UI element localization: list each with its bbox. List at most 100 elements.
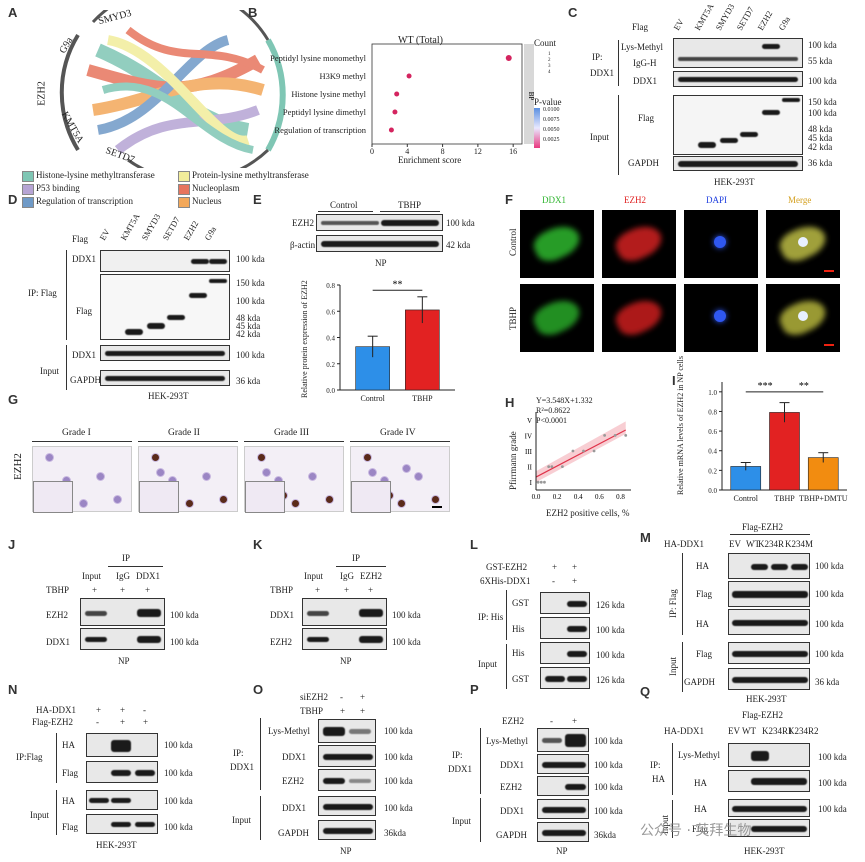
dotplot-strip-label: BP <box>527 92 535 101</box>
m-blot-gapdh <box>728 668 810 690</box>
e-bar-chart: 0.0 0.2 0.4 0.6 0.8 Control TBHP ** <box>326 279 455 403</box>
nucleus-stain <box>798 311 808 321</box>
k-footer: NP <box>340 656 352 666</box>
q-blot-lysmethyl <box>728 743 810 767</box>
sig-marker: *** <box>758 381 773 392</box>
lane-label: KMT5A <box>118 211 142 242</box>
y-tick-label: III <box>525 448 533 456</box>
j-col-igg: IgG <box>116 571 130 581</box>
n-kda: 100 kda <box>164 822 193 832</box>
e-group-line-control <box>318 211 373 212</box>
n-row-flag-input: Flag <box>62 822 79 832</box>
scatter-point <box>536 480 540 484</box>
q-kda: 100 kda <box>818 804 847 814</box>
y-tick-label: V <box>527 417 532 425</box>
n-blot-flag <box>86 761 158 783</box>
y-tick-label: 0.6 <box>326 308 335 316</box>
y-tick-label: 0.0 <box>326 387 335 395</box>
kda-label: 48 kda <box>808 124 833 134</box>
kda-label: 42 kda <box>236 329 261 339</box>
ihc-cell <box>368 468 377 477</box>
n-r1v: - <box>143 705 146 715</box>
l-input-bracket <box>506 644 507 689</box>
q-row-lysmethyl: Lys-Methyl <box>678 750 720 760</box>
fluorescence-image <box>602 210 676 278</box>
ihc-cell <box>414 472 423 481</box>
scale-bar <box>824 344 834 346</box>
l-kda: 100 kda <box>596 625 625 635</box>
kda-label: 100 kda <box>808 76 837 86</box>
n-ip: IP:Flag <box>16 752 43 762</box>
o-row-ezh2: EZH2 <box>282 776 304 786</box>
kda-label: 100 kda <box>236 350 265 360</box>
p-ip: IP: <box>452 750 463 760</box>
dotplot-xtick-label: 16 <box>509 147 517 156</box>
dotplot-point <box>392 109 398 115</box>
p-blot-ddx1-input <box>537 799 589 819</box>
k-ip-line <box>336 566 386 567</box>
p-row-gapdh: GAPDH <box>496 830 528 840</box>
lane-label: WT <box>746 539 760 549</box>
m-row-ha2: HA <box>696 619 709 629</box>
dotplot-point <box>388 127 394 133</box>
c-row-gapdh: GAPDH <box>628 158 660 168</box>
d-blot-ddx1-input <box>100 345 230 361</box>
q-ip2: HA <box>652 774 665 784</box>
c-input-bracket <box>618 95 619 175</box>
m-ip: IP: Flag <box>668 589 678 618</box>
legend-swatch <box>178 171 190 182</box>
j-ip-line <box>108 566 163 567</box>
h-p: P<0.0001 <box>536 416 567 425</box>
k-tbhp: TBHP <box>270 585 294 595</box>
y-tick-label: 0.4 <box>708 448 717 456</box>
panel-o-label: O <box>253 682 264 697</box>
panel-j-label: J <box>8 537 16 552</box>
panel-m-label: M <box>640 530 651 545</box>
l-r1: GST-EZH2 <box>486 562 528 572</box>
c-ip-label: IP: <box>592 52 603 62</box>
e-group-control: Control <box>330 200 358 210</box>
d-blot-gapdh <box>100 370 230 386</box>
l-kda: 126 kda <box>596 675 625 685</box>
c-flag-label: Flag <box>632 22 649 32</box>
e-group-tbhp: TBHP <box>398 200 422 210</box>
x-tick-label: 0.2 <box>553 493 562 501</box>
j-plus: + <box>145 585 151 595</box>
g-grade-label: Grade III <box>274 428 310 438</box>
n-r1: HA-DDX1 <box>36 705 76 715</box>
panel-p-label: P <box>470 682 479 697</box>
k-row-ddx1: DDX1 <box>270 610 294 620</box>
g-grade-label: Grade I <box>62 428 91 438</box>
l-input: Input <box>478 659 497 669</box>
o-row-ddx1: DDX1 <box>282 752 306 762</box>
q-blot-ha <box>728 770 810 792</box>
kda-label: 150 kda <box>236 278 265 288</box>
panel-i-label: I <box>672 373 676 388</box>
c-blot-ddx1 <box>673 71 803 87</box>
lane-label: EV <box>97 227 112 242</box>
ihc-cell <box>397 499 406 508</box>
e-blot-ezh2 <box>316 214 443 231</box>
i-bar-chart: 0.0 0.2 0.4 0.6 0.8 1.0 Control TBHP TBHP+DMTU **… <box>708 381 847 503</box>
e-blot-bactin <box>316 235 443 252</box>
y-tick-label: 0.8 <box>326 282 335 290</box>
e-kda-ezh2: 100 kda <box>446 218 475 228</box>
legend-item: Nucleoplasm <box>192 183 240 193</box>
panel-l-label: L <box>470 537 478 552</box>
o-blot-ezh2 <box>318 769 376 791</box>
n-kda: 100 kda <box>164 740 193 750</box>
kda-label: 48 kda <box>236 313 261 323</box>
lane-label: EZH2 <box>181 219 201 242</box>
p-kda: 100 kda <box>594 736 623 746</box>
lane-label: EV <box>728 726 740 736</box>
q-kda: 100 kda <box>818 752 847 762</box>
p-row-ddx1-input: DDX1 <box>500 806 524 816</box>
scatter-point <box>560 465 564 468</box>
dotplot-term: Histone lysine methyl <box>291 89 366 99</box>
o-r2v: + <box>340 706 346 716</box>
f-row-label: TBHP <box>508 306 518 330</box>
kda-label: 100 kda <box>236 254 265 264</box>
m-input: Input <box>668 657 678 676</box>
c-ip2-label: DDX1 <box>590 68 614 78</box>
legend-item: Nucleus <box>192 196 222 206</box>
